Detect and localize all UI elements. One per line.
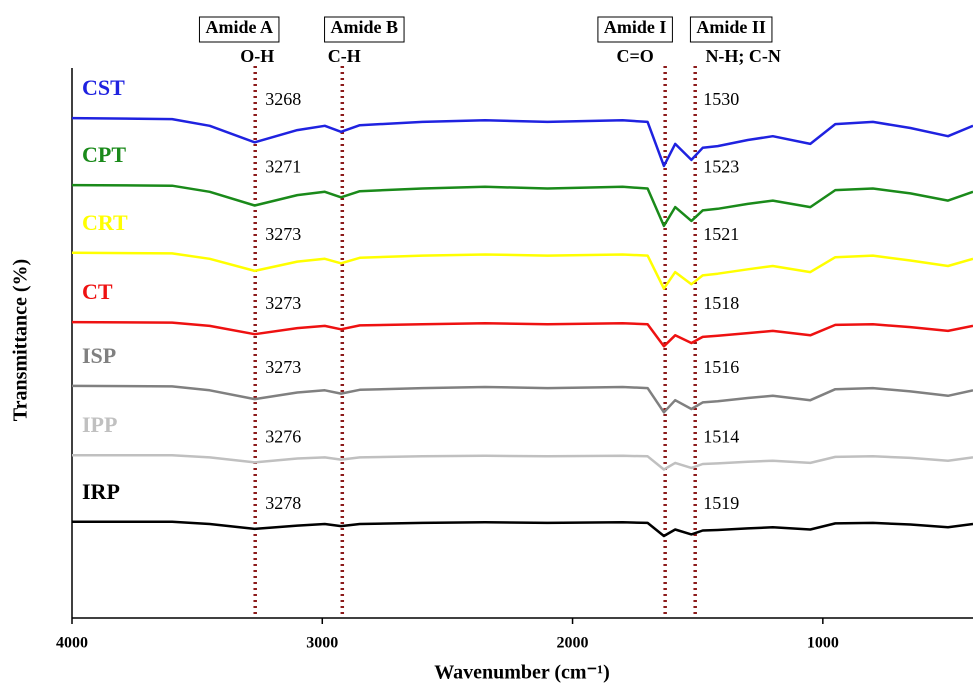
peak-label: 1514 [703, 426, 739, 446]
series-label: IRP [82, 479, 120, 504]
reference-sublabel: C=O [617, 46, 654, 66]
spectrum-line [71, 116, 973, 168]
peak-label: 3276 [265, 426, 301, 446]
peak-label: 3271 [265, 156, 301, 176]
reference-sublabel: O-H [240, 46, 274, 66]
peak-label: 3273 [265, 224, 301, 244]
x-tick-label: 2000 [557, 635, 589, 652]
spectrum-line [71, 251, 973, 290]
series-label: IPP [82, 412, 117, 437]
series-label: CRT [82, 210, 128, 235]
peak-label: 1518 [703, 293, 739, 313]
reference-sublabel: N-H; C-N [705, 46, 780, 66]
spectrum-line [71, 320, 973, 348]
reference-label-box [597, 16, 673, 43]
reference-label: Amide II [696, 17, 766, 37]
reference-label: Amide I [604, 17, 667, 37]
peak-label: 3273 [265, 293, 301, 313]
spectrum-line [71, 183, 973, 228]
x-tick-label: 4000 [56, 635, 88, 652]
reference-label-box [198, 16, 280, 43]
spectrum-line [72, 453, 973, 471]
x-tick-label: 3000 [306, 635, 338, 652]
x-axis-title: Wavenumber (cm⁻¹) [434, 662, 610, 684]
peak-label: 3278 [265, 493, 301, 513]
peak-label: 1530 [703, 89, 739, 109]
series-label: CST [82, 75, 125, 100]
series-label: CT [82, 279, 113, 304]
series-label: ISP [82, 343, 116, 368]
x-tick-label: 1000 [807, 635, 839, 652]
peak-label: 1519 [703, 493, 739, 513]
reference-sublabel: C-H [328, 46, 361, 66]
peak-label: 1521 [703, 224, 739, 244]
y-axis-title: Transmittance (%) [10, 259, 32, 421]
peak-label: 1516 [703, 357, 739, 377]
peak-label: 1523 [703, 156, 739, 176]
reference-label: Amide A [205, 17, 273, 37]
peak-label: 3273 [265, 357, 301, 377]
reference-label: Amide B [331, 17, 399, 37]
reference-label-box [324, 16, 405, 43]
spectrum-line [72, 520, 973, 538]
spectrum-line [71, 384, 973, 414]
reference-label-box [689, 16, 773, 43]
peak-label: 3268 [265, 89, 301, 109]
series-label: CPT [82, 142, 126, 167]
